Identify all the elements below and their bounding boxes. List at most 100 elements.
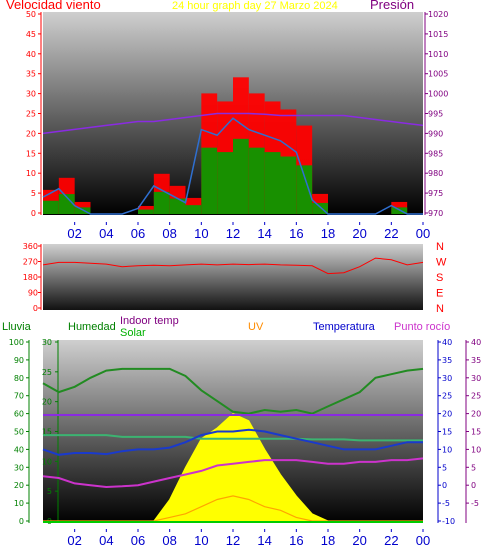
pressure-series-line: [42, 112, 424, 135]
tick-label: -5: [471, 499, 479, 508]
tick-label: 270: [23, 258, 38, 267]
compass-label: W: [436, 257, 447, 269]
tick-label: 0: [19, 517, 24, 526]
compass-label: N: [436, 241, 444, 253]
wind-low-bar: [58, 194, 75, 214]
wind-low-bar: [217, 152, 233, 214]
x-tick-label: 06: [131, 533, 145, 548]
x-tick-label: 02: [67, 533, 81, 548]
uv-label: UV: [248, 321, 264, 333]
x-tick-label: 00: [416, 533, 430, 548]
tick-label: 0: [471, 481, 476, 490]
tick-label: 35: [26, 70, 36, 79]
solar-label: Solar: [120, 327, 146, 339]
tick-label: 0: [33, 304, 38, 313]
humidity-series-line: [42, 367, 424, 415]
tick-label: 90: [28, 289, 38, 298]
tick-label: 20: [14, 481, 24, 490]
wind-low-bar: [233, 138, 249, 214]
pressure-right-ticks: 1020 1015 1010 1005 1000 995 990 985 980 975 970: [425, 10, 448, 218]
tick-label: 10: [42, 457, 52, 466]
punto-rocio-label: Punto rocío: [394, 321, 450, 333]
tick-label: 15: [26, 149, 36, 158]
tick-label: 1000: [428, 90, 448, 99]
wind-low-bar: [43, 200, 59, 214]
tick-label: 20: [42, 398, 52, 407]
wind-low-bar: [296, 165, 313, 214]
compass-label: S: [436, 272, 443, 284]
direction-left-ticks: 360 270 180 90 0: [23, 242, 41, 313]
tick-label: 15: [442, 428, 452, 437]
tick-label: 970: [428, 209, 443, 218]
wind-low-bar: [391, 207, 408, 214]
tick-label: 360: [23, 242, 38, 251]
x-tick-label: 22: [384, 533, 398, 548]
tick-label: 980: [428, 169, 443, 178]
wind-low-bar: [201, 147, 218, 214]
tick-label: 35: [442, 356, 452, 365]
direction-series-line: [42, 257, 424, 275]
tick-label: 30: [26, 90, 36, 99]
tick-label: 15: [471, 428, 481, 437]
x-tick-label: 14: [257, 533, 271, 548]
wind-low-bar: [153, 191, 170, 214]
tick-label: 0: [442, 481, 447, 490]
chart-title: 24 hour graph day 27 Marzo 2024: [172, 0, 338, 12]
x-tick-label: 08: [162, 226, 176, 241]
temperature-series-line: [42, 428, 423, 456]
tick-label: 90: [14, 356, 24, 365]
wind-panel: Velocidad viento 24 hour graph day 27 Ma…: [6, 0, 448, 241]
x-tick-label: 16: [289, 533, 303, 548]
tick-label: 5: [442, 463, 447, 472]
lluvia-label: Lluvia: [2, 321, 32, 333]
x-tick-label: 02: [67, 226, 81, 241]
tick-label: 10: [471, 445, 481, 454]
tick-label: 1010: [428, 50, 448, 59]
tick-label: 30: [42, 338, 52, 347]
tick-label: 35: [471, 356, 481, 365]
x-tick-label: 06: [131, 226, 145, 241]
tick-label: 80: [14, 374, 24, 383]
tick-label: 990: [428, 129, 443, 138]
temperatura-label: Temperatura: [313, 321, 376, 333]
tick-label: 5: [471, 463, 476, 472]
tick-label: 1015: [428, 30, 448, 39]
tick-label: 1005: [428, 70, 448, 79]
tick-label: 50: [26, 10, 36, 19]
tick-label: 25: [26, 110, 36, 119]
x-tick-label: 20: [352, 533, 366, 548]
x-tick-label: 00: [416, 226, 430, 241]
tick-label: 70: [14, 392, 24, 401]
dew-point-ticks: 40 35 30 25 20 15 10 5 0 -5: [466, 338, 481, 508]
tick-label: 1020: [428, 10, 448, 19]
wind-low-bar: [74, 207, 91, 214]
wind-low-bar: [280, 156, 297, 214]
tick-label: 20: [471, 410, 481, 419]
tick-label: 10: [442, 445, 452, 454]
x-tick-label: 10: [194, 226, 208, 241]
tick-label: 40: [471, 338, 481, 347]
wind-low-bar: [264, 152, 281, 214]
direction-plot-area: [43, 244, 423, 310]
x-tick-label: 10: [194, 533, 208, 548]
tick-label: 0: [31, 209, 36, 218]
tick-label: 30: [14, 463, 24, 472]
wind-low-bar: [138, 209, 154, 214]
compass-label: E: [436, 288, 443, 300]
wind-speed-label: Velocidad viento: [6, 0, 101, 12]
x-tick-label: 12: [226, 226, 240, 241]
tick-label: 30: [442, 374, 452, 383]
wind-low-bar: [312, 202, 328, 214]
x-tick-label: 14: [257, 226, 271, 241]
x-tick-label: 04: [99, 533, 113, 548]
temperature-ticks: 40 35 30 25 20 15 10 5 0 -5 -10: [438, 338, 455, 526]
tick-label: 995: [428, 110, 443, 119]
x-tick-label: 16: [289, 226, 303, 241]
wind-low-bar: [185, 205, 202, 214]
tick-label: 40: [26, 50, 36, 59]
climate-panel: Lluvia Humedad Indoor temp Solar UV Temp…: [2, 315, 481, 548]
tick-label: 25: [471, 392, 481, 401]
